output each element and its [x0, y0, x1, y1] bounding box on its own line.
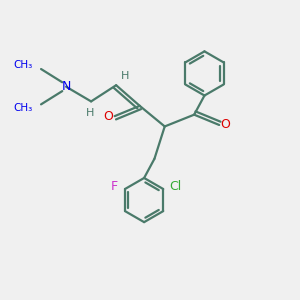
- Text: O: O: [221, 118, 231, 131]
- Text: H: H: [85, 108, 94, 118]
- Text: CH₃: CH₃: [13, 61, 32, 70]
- Text: O: O: [103, 110, 113, 123]
- Text: Cl: Cl: [169, 180, 182, 193]
- Text: F: F: [111, 180, 118, 193]
- Text: H: H: [122, 71, 130, 81]
- Text: CH₃: CH₃: [13, 103, 32, 113]
- Text: N: N: [61, 80, 71, 93]
